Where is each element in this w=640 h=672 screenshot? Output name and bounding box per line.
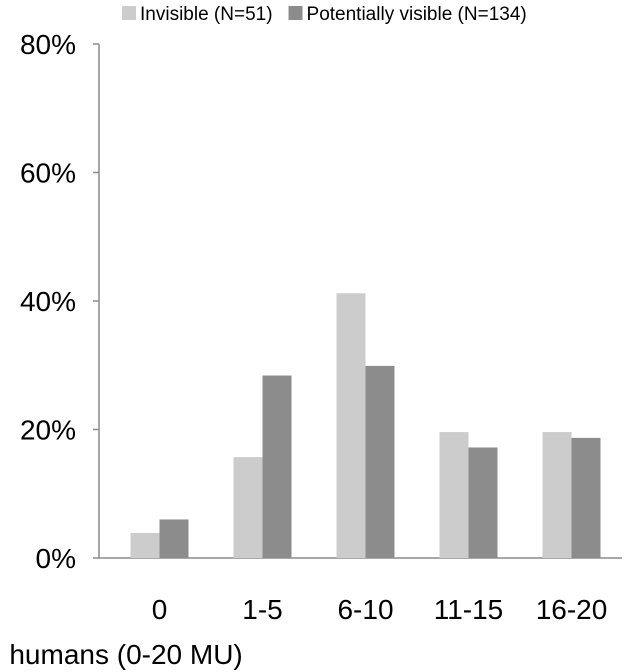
legend-swatch bbox=[288, 6, 303, 20]
x-tick-label: 11-15 bbox=[434, 594, 504, 625]
y-tick-label: 20% bbox=[20, 415, 76, 446]
x-tick-label: 6-10 bbox=[337, 594, 393, 625]
y-tick-label: 80% bbox=[20, 29, 76, 60]
y-tick-label: 60% bbox=[20, 158, 76, 189]
bar-invisible-0 bbox=[130, 532, 160, 558]
tick-labels: 0% 20% 40% 60% 80% 0 1-5 6-10 11-15 16-20 n humans… bbox=[0, 29, 607, 670]
bar-invisible-1-5 bbox=[233, 457, 263, 558]
x-tick-label: 0 bbox=[152, 594, 168, 625]
x-axis-title: n humans (0-20 MU) bbox=[0, 639, 243, 670]
legend-swatch bbox=[122, 6, 136, 20]
bar-invisible-6-10 bbox=[336, 293, 366, 558]
y-tick-label: 0% bbox=[36, 543, 76, 574]
bar-potentially-visible-6-10 bbox=[365, 365, 395, 558]
x-tick-label: 16-20 bbox=[536, 594, 608, 625]
legend-label: Potentially visible (N=134) bbox=[307, 4, 527, 25]
bar-invisible-16-20 bbox=[542, 432, 572, 558]
bar-invisible-11-15 bbox=[439, 432, 469, 558]
bar-potentially-visible-11-15 bbox=[468, 447, 498, 558]
legend-label: Invisible (N=51) bbox=[140, 4, 273, 25]
y-tick-label: 40% bbox=[20, 286, 76, 317]
legend: Invisible (N=51) Potentially visible (N=1… bbox=[122, 4, 527, 25]
bar-potentially-visible-1-5 bbox=[262, 375, 292, 558]
bar-potentially-visible-0 bbox=[159, 519, 189, 558]
x-tick-label: 1-5 bbox=[242, 594, 282, 625]
bar-potentially-visible-16-20 bbox=[571, 437, 601, 558]
bars bbox=[130, 293, 601, 558]
